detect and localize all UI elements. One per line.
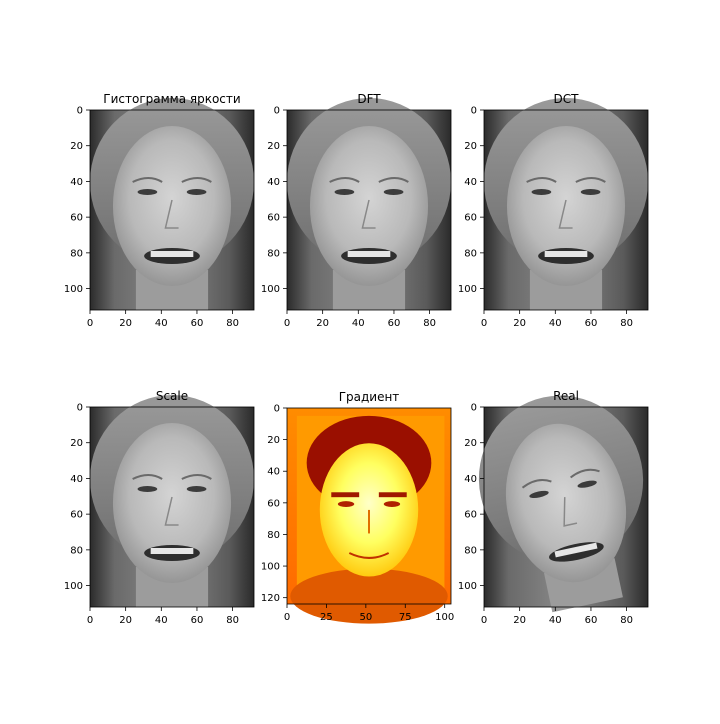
subplot-5-ytick-label: 80 xyxy=(267,530,280,541)
subplot-2-frame xyxy=(286,109,452,311)
subplot-2-xtick-label: 80 xyxy=(423,318,436,329)
subplot-5-title: Градиент xyxy=(339,390,400,404)
subplot-4: Scale 0 20 40 60 80 0 20 40 60 80 100 xyxy=(64,389,255,626)
subplot-3-image xyxy=(484,98,648,310)
subplot-6-xtick-label: 80 xyxy=(620,615,633,626)
subplot-6-title: Real xyxy=(553,389,579,403)
subplot-1-xtick-label: 40 xyxy=(155,318,168,329)
subplot-2-ytick-label: 0 xyxy=(274,106,280,117)
subplot-4-xtick-label: 40 xyxy=(155,615,168,626)
subplot-3-xtick-label: 60 xyxy=(585,318,598,329)
subplot-6-ytick-label: 60 xyxy=(464,510,477,521)
subplot-1-frame xyxy=(89,109,255,311)
subplot-5-image xyxy=(287,408,451,624)
subplot-5-ytick-label: 40 xyxy=(267,467,280,478)
subplot-6-xtick-label: 20 xyxy=(513,615,526,626)
subplot-5-xtick-label: 75 xyxy=(399,612,412,623)
subplot-4-image xyxy=(90,395,254,607)
subplot-6: Real 0 20 40 60 80 0 20 40 60 80 100 xyxy=(458,389,649,626)
subplot-6-ytick-label: 20 xyxy=(464,438,477,449)
subplot-5-xtick-label: 50 xyxy=(359,612,372,623)
subplot-6-xtick-label: 60 xyxy=(585,615,598,626)
subplot-2-image xyxy=(287,98,451,310)
subplot-2: DFT 0 20 40 60 80 0 20 40 60 80 100 xyxy=(261,92,452,329)
subplot-2-xtick-label: 60 xyxy=(388,318,401,329)
subplot-6-ytick-label: 40 xyxy=(464,474,477,485)
subplot-6-ytick-label: 80 xyxy=(464,545,477,556)
subplot-5-ytick-label: 60 xyxy=(267,498,280,509)
subplot-5-ytick-label: 100 xyxy=(261,562,280,573)
subplot-4-ytick-label: 40 xyxy=(70,474,83,485)
subplot-5-xtick-label: 25 xyxy=(320,612,333,623)
subplot-3-frame xyxy=(483,109,649,311)
subplot-3-ytick-label: 40 xyxy=(464,177,477,188)
subplot-2-title: DFT xyxy=(357,92,381,106)
subplot-4-xtick-label: 0 xyxy=(87,615,93,626)
subplot-1-xtick-label: 20 xyxy=(119,318,132,329)
subplot-4-ytick-label: 60 xyxy=(70,510,83,521)
subplot-3-ytick-label: 60 xyxy=(464,213,477,224)
subplot-5-ytick-label: 120 xyxy=(261,593,280,604)
subplot-5-frame xyxy=(286,407,452,605)
subplot-2-ytick-label: 100 xyxy=(261,284,280,295)
subplot-1-ytick-label: 20 xyxy=(70,141,83,152)
subplot-3-xtick-label: 20 xyxy=(513,318,526,329)
subplot-5-ytick-label: 20 xyxy=(267,435,280,446)
subplot-3-title: DCT xyxy=(554,92,580,106)
subplot-4-ytick-label: 0 xyxy=(77,403,83,414)
subplot-3-ytick-label: 80 xyxy=(464,248,477,259)
subplot-2-ytick-label: 60 xyxy=(267,213,280,224)
subplot-5-xtick-label: 0 xyxy=(284,612,290,623)
subplot-5-xtick-label: 100 xyxy=(435,612,454,623)
subplot-3-ytick-label: 20 xyxy=(464,141,477,152)
subplot-5: Градиент 0 25 50 75 100 0 20 40 60 80 100 120 xyxy=(261,390,454,624)
subplot-5-ytick-label: 0 xyxy=(274,404,280,415)
subplot-2-xtick-label: 40 xyxy=(352,318,365,329)
subplot-6-ytick-label: 0 xyxy=(471,403,477,414)
subplot-6-image xyxy=(478,395,648,613)
subplot-1-xtick-label: 0 xyxy=(87,318,93,329)
subplot-4-title: Scale xyxy=(156,389,188,403)
subplot-1-ytick-label: 100 xyxy=(64,284,83,295)
subplot-2-ytick-label: 40 xyxy=(267,177,280,188)
subplot-2-xtick-label: 20 xyxy=(316,318,329,329)
subplot-4-ytick-label: 100 xyxy=(64,581,83,592)
subplot-1-xtick-label: 80 xyxy=(226,318,239,329)
subplot-2-xtick-label: 0 xyxy=(284,318,290,329)
subplot-1-ytick-label: 0 xyxy=(77,106,83,117)
subplot-6-ytick-label: 100 xyxy=(458,581,477,592)
subplot-3-xtick-label: 0 xyxy=(481,318,487,329)
subplot-4-ytick-label: 20 xyxy=(70,438,83,449)
subplot-3-ytick-label: 0 xyxy=(471,106,477,117)
subplot-6-xtick-label: 40 xyxy=(549,615,562,626)
subplot-1-ytick-label: 80 xyxy=(70,248,83,259)
subplot-1-xtick-label: 60 xyxy=(191,318,204,329)
subplot-4-xtick-label: 80 xyxy=(226,615,239,626)
subplot-3-ytick-label: 100 xyxy=(458,284,477,295)
subplot-3-xtick-label: 40 xyxy=(549,318,562,329)
subplot-2-ytick-label: 80 xyxy=(267,248,280,259)
subplot-3: DCT 0 20 40 60 80 0 20 40 60 80 100 xyxy=(458,92,649,329)
subplot-1-title: Гистограмма яркости xyxy=(103,92,240,106)
subplot-4-xtick-label: 20 xyxy=(119,615,132,626)
subplot-4-xtick-label: 60 xyxy=(191,615,204,626)
subplot-4-ytick-label: 80 xyxy=(70,545,83,556)
subplot-6-frame xyxy=(483,406,649,608)
subplot-4-frame xyxy=(89,406,255,608)
subplot-6-xtick-label: 0 xyxy=(481,615,487,626)
subplot-1-image xyxy=(90,98,254,310)
subplot-3-xtick-label: 80 xyxy=(620,318,633,329)
subplot-1-ytick-label: 40 xyxy=(70,177,83,188)
subplot-1-ytick-label: 60 xyxy=(70,213,83,224)
subplot-1: Гистограмма яркости 0 20 40 60 80 0 20 40 60 80 100 xyxy=(64,92,255,329)
subplot-2-ytick-label: 20 xyxy=(267,141,280,152)
